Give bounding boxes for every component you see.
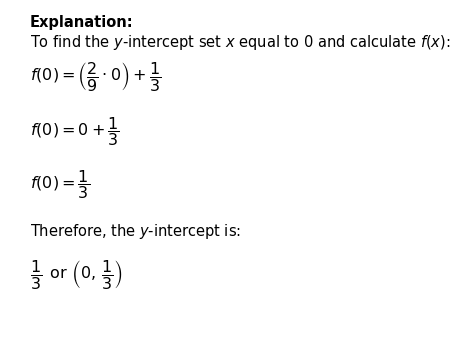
Text: Therefore, the $y$-intercept is:: Therefore, the $y$-intercept is: (30, 222, 241, 241)
Text: Explanation:: Explanation: (30, 15, 134, 30)
Text: $f(0) = \dfrac{1}{3}$: $f(0) = \dfrac{1}{3}$ (30, 168, 90, 201)
Text: $f(0) = 0 + \dfrac{1}{3}$: $f(0) = 0 + \dfrac{1}{3}$ (30, 115, 120, 148)
Text: $f(0) = \left(\dfrac{2}{9} \cdot 0\right) + \dfrac{1}{3}$: $f(0) = \left(\dfrac{2}{9} \cdot 0\right… (30, 60, 161, 93)
Text: To find the $y$-intercept set $x$ equal to 0 and calculate $f(x)$:: To find the $y$-intercept set $x$ equal … (30, 33, 451, 52)
Text: $\dfrac{1}{3}\,$ or $\left(0,\, \dfrac{1}{3}\right)$: $\dfrac{1}{3}\,$ or $\left(0,\, \dfrac{1… (30, 258, 123, 291)
